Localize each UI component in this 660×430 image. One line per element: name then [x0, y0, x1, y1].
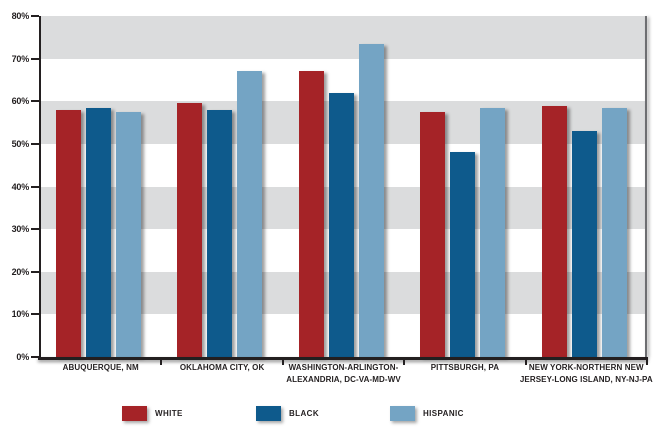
- grid-band: [40, 16, 647, 59]
- x-axis-line: [38, 357, 648, 360]
- bar-black: [571, 131, 597, 357]
- bar-white: [420, 111, 446, 357]
- x-axis-group-tick: [281, 357, 284, 365]
- y-axis-tick: [31, 15, 39, 17]
- x-axis-category-label-line: ALEXANDRIA, DC-VA-MD-WV: [286, 375, 401, 384]
- x-axis-group-tick: [160, 357, 163, 365]
- x-axis-category-label: NEW YORK-NORTHERN NEW JERSEY-LONG ISLAND,…: [511, 362, 660, 386]
- plot-right-border: [645, 16, 647, 357]
- y-axis-tick: [31, 228, 39, 231]
- y-axis-tick-label: 50%: [11, 138, 30, 149]
- legend-label-black: BLACK: [289, 409, 319, 418]
- y-axis-tick-label: 20%: [11, 266, 30, 277]
- legend-label-hispanic: HISPANIC: [423, 409, 464, 418]
- y-axis-tick-label: 10%: [11, 309, 30, 320]
- x-axis-category-label-line: ABUQUERQUE, NM: [62, 363, 139, 372]
- y-axis-tick-label: 70%: [11, 53, 30, 64]
- y-axis-line: [39, 16, 41, 360]
- y-axis-tick: [31, 100, 39, 103]
- y-axis-tick: [31, 142, 39, 145]
- plot-area: [40, 16, 647, 357]
- bar-hispanic: [358, 43, 384, 357]
- legend-swatch-white: [122, 406, 147, 421]
- legend-swatch-hispanic: [390, 406, 415, 421]
- bar-white: [541, 105, 567, 357]
- bar-hispanic: [116, 111, 141, 357]
- legend-swatch-black: [256, 406, 281, 421]
- x-axis-category-label: PITTSBURGH, PA: [390, 362, 540, 374]
- legend-label-white: WHITE: [155, 409, 183, 418]
- y-axis-tick: [31, 185, 39, 188]
- bar-white: [177, 103, 203, 357]
- bar-hispanic: [237, 71, 263, 357]
- bar-black: [207, 109, 233, 357]
- y-axis-tick: [31, 57, 39, 60]
- x-axis-group-tick: [524, 357, 527, 365]
- x-axis-category-label-line: PITTSBURGH, PA: [430, 363, 500, 372]
- x-axis-category-label-line: WASHINGTON-ARLINGTON-: [288, 363, 399, 372]
- x-axis-category-label: WASHINGTON-ARLINGTON- ALEXANDRIA, DC-VA-M…: [269, 362, 419, 386]
- x-axis-category-label-line: OKLAHOMA CITY, OK: [179, 363, 265, 372]
- y-axis-tick-label: 0%: [16, 352, 29, 362]
- y-axis-tick: [31, 313, 39, 316]
- bar-black: [450, 152, 476, 357]
- bar-white: [56, 109, 81, 357]
- y-axis-tick-label: 30%: [11, 224, 30, 235]
- x-axis-category-label-line: JERSEY-LONG ISLAND, NY-NJ-PA: [519, 375, 653, 384]
- bar-black: [86, 107, 111, 357]
- y-axis-tick: [31, 270, 39, 273]
- bar-white: [298, 71, 324, 357]
- bar-hispanic: [480, 107, 506, 357]
- y-axis-tick-label: 40%: [11, 181, 30, 192]
- y-axis-tick-label: 60%: [11, 96, 30, 107]
- x-axis-category-label-line: NEW YORK-NORTHERN NEW: [528, 363, 644, 372]
- y-axis-tick: [31, 356, 39, 358]
- x-axis-category-label: ABUQUERQUE, NM: [26, 362, 176, 374]
- x-axis-group-tick: [646, 357, 648, 365]
- bar-hispanic: [601, 107, 627, 357]
- bar-black: [328, 92, 354, 357]
- x-axis-category-label: OKLAHOMA CITY, OK: [147, 362, 297, 374]
- x-axis-group-tick: [403, 357, 406, 365]
- y-axis-tick-label: 80%: [11, 11, 30, 21]
